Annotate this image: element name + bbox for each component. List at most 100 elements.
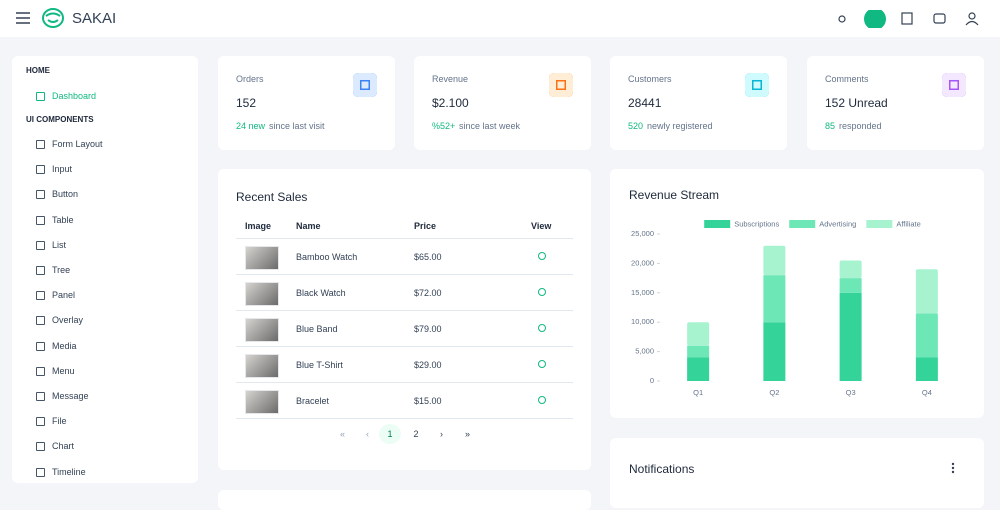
menu-item[interactable]: Tree [52,265,71,275]
x-tick-label: Q3 [846,388,856,397]
topbar-icons [838,10,979,28]
sidebar: HOME Dashboard UI COMPONENTS Form Layout Inp… [12,56,198,483]
menu-icon [36,165,45,175]
page-nav[interactable]: « [340,429,346,439]
menu-item[interactable]: Message [52,391,89,401]
section-title: UI COMPONENTS [26,114,94,124]
menu-item[interactable]: Input [52,164,73,175]
notifications-card: Notifications [610,438,984,508]
bar [763,275,786,323]
menu-icon [36,91,45,101]
page-button[interactable]: 2 [413,429,419,439]
menu-item[interactable]: Menu [52,365,75,376]
chart: Revenue Stream 0 5,000 10,000 15,000 20,000 2… [629,188,938,397]
row-divider [236,346,573,347]
view-button[interactable] [538,396,546,404]
stat-highlight: 520 [628,121,644,131]
menu-icon [36,442,45,452]
product-price: $72.00 [414,288,442,298]
menu-item[interactable]: Media [52,340,77,351]
product-image [245,390,279,414]
y-tick-label: 20,000 [631,258,654,267]
menu-item[interactable]: Overlay [52,315,84,326]
stat-icon [942,73,966,97]
product-name: Black Watch [296,288,346,298]
menu-item[interactable]: Table [52,214,74,225]
view-button[interactable] [538,252,546,260]
chart-title: Revenue Stream [629,188,719,202]
x-tick-label: Q2 [769,388,779,397]
stat-value: 152 Unread [825,96,888,110]
stat-note: since last visit [269,121,325,131]
menu-item[interactable]: Panel [52,290,76,301]
card [218,490,591,510]
section-title: HOME [26,66,50,75]
menu-icon [36,140,45,149]
menu-item[interactable]: Chart [52,441,75,452]
page-nav[interactable]: ‹ [366,429,369,439]
menu-icon [36,392,45,401]
y-tick-label: 10,000 [631,317,654,326]
page-nav[interactable]: › [440,429,443,439]
palette-button[interactable] [864,10,886,28]
row-divider [236,418,573,419]
bar [839,278,862,293]
menu-icon [36,240,45,250]
bar [687,322,710,346]
view-button[interactable] [538,360,546,368]
menu-item[interactable]: Form Layout [52,139,103,149]
logo [42,8,64,28]
menu-item[interactable]: Timeline [52,466,86,477]
stat-card: Orders 152 24 new since last visit [218,56,395,150]
card-title: Notifications [629,462,695,476]
column-header: View [531,221,552,231]
bar [915,269,938,314]
theme-button[interactable] [838,15,846,23]
stat-value: 152 [236,96,257,110]
calendar-button[interactable] [901,12,913,25]
menu-item[interactable]: List [52,239,67,250]
menu-icon [36,341,45,351]
menu-icon [36,215,45,225]
column-header: Image [245,221,272,231]
menu-icon [36,190,45,200]
menu-button[interactable] [16,12,30,24]
view-button[interactable] [538,288,546,296]
product-name: Bracelet [296,396,330,406]
stat-card: Revenue $2.100 %52+ since last week [414,56,591,150]
product-image [245,282,279,306]
menu-item[interactable]: File [52,416,67,427]
menu-icon [36,417,45,427]
stat-note: responded [839,121,882,131]
view-button[interactable] [538,324,546,332]
column-header[interactable]: Name [296,221,321,231]
product-price: $65.00 [414,252,442,262]
column-header[interactable]: Price [414,221,437,231]
product-price: $29.00 [414,360,442,370]
bar [687,345,710,358]
menu-item[interactable]: Button [52,189,79,200]
legend-label: Subscriptions [734,219,779,228]
product-image [245,246,279,270]
more-button[interactable] [950,462,956,476]
product-name: Blue Band [296,324,338,334]
legend-swatch [704,220,731,228]
inbox-button[interactable] [933,13,946,24]
y-tick-label: 0 [650,376,654,385]
stat-highlight: %52+ [432,121,456,131]
row-divider [236,274,573,275]
product-name: Blue T-Shirt [296,360,343,370]
page-nav[interactable]: » [465,429,471,439]
bar [839,292,862,381]
profile-button[interactable] [968,12,976,20]
menu-icon [36,266,45,275]
legend-swatch [866,220,893,228]
stat-label: Revenue [432,74,469,84]
page-button[interactable]: 1 [379,424,401,444]
product-name: Bamboo Watch [296,252,358,262]
menu-item[interactable]: Dashboard [52,90,97,101]
x-tick-label: Q1 [693,388,703,397]
bar [915,357,938,381]
stat-highlight: 24 new [236,121,266,131]
